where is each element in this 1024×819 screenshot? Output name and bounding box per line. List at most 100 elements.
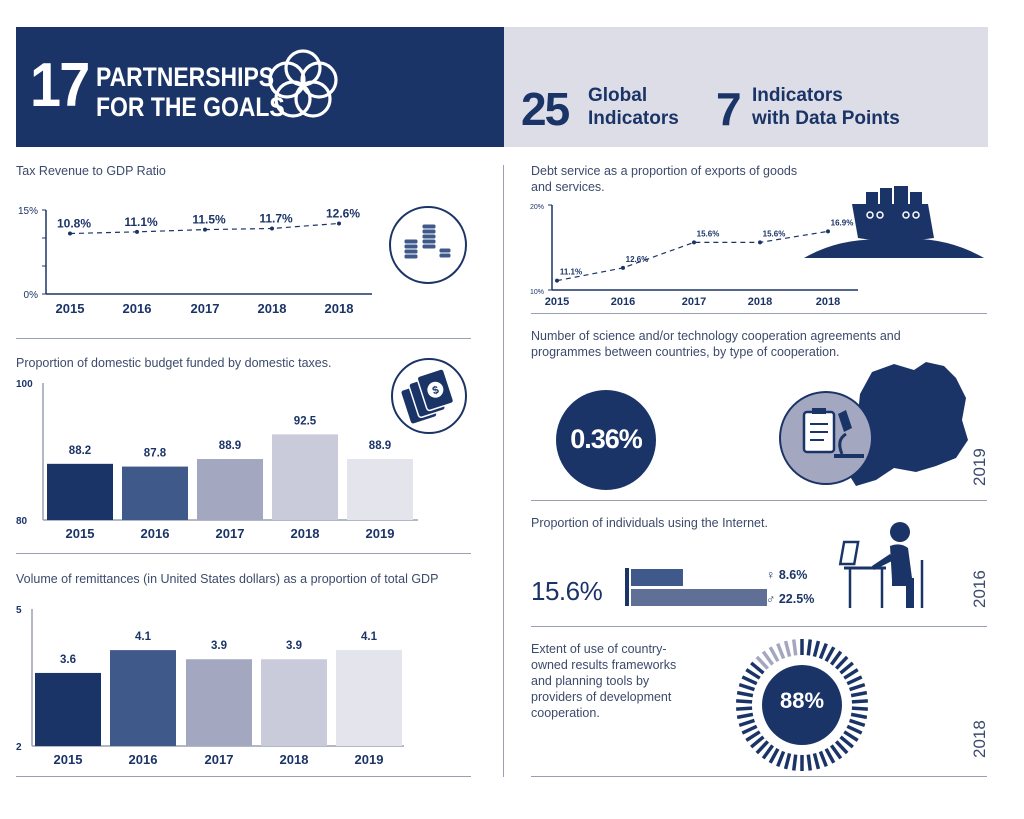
dial-tick: [776, 642, 786, 660]
female-bar: [631, 569, 683, 586]
x-tick-label: 2017: [191, 301, 220, 316]
dial-tick: [839, 735, 854, 749]
science-value: 0.36%: [570, 424, 643, 454]
dial-tick: [824, 747, 836, 764]
goal-title-line1: PARTNERSHIPS: [96, 62, 275, 92]
data-label: 11.1%: [124, 215, 158, 229]
bar: [336, 650, 402, 746]
bar-value-label: 3.9: [211, 640, 227, 652]
y-tick-label: 80: [16, 516, 28, 527]
data-label: 15.6%: [697, 229, 720, 238]
x-tick-label: 2019: [366, 526, 395, 541]
y-tick-label: 20%: [530, 204, 544, 211]
x-tick-label: 2018: [280, 752, 309, 767]
bar: [347, 459, 413, 520]
dial-tick: [768, 747, 780, 764]
dial-tick: [850, 712, 868, 720]
internet-title: Proportion of individuals using the Inte…: [531, 516, 768, 530]
x-tick-label: 2016: [123, 301, 152, 316]
dial-tick: [776, 750, 786, 768]
bar: [122, 466, 188, 520]
data-label: 11.5%: [192, 213, 226, 227]
uganda-map-icon: [779, 362, 968, 486]
data-label: 12.6%: [626, 255, 649, 264]
dial-tick: [834, 740, 849, 755]
x-tick-label: 2018: [816, 296, 840, 308]
debt-chart-title: Debt service as a proportion of exports …: [531, 164, 798, 194]
bar-value-label: 4.1: [135, 631, 152, 643]
x-tick-label: 2018: [291, 526, 320, 541]
data-label: 16.9%: [831, 218, 854, 227]
x-tick-label: 2019: [355, 752, 384, 767]
dial-tick: [791, 639, 798, 656]
data-point: [758, 240, 762, 245]
dial-tick: [738, 718, 755, 728]
data-indicators-label: Indicators with Data Points: [752, 85, 900, 129]
data-label: 15.6%: [763, 229, 786, 238]
dial-tick: [812, 752, 821, 770]
data-label: 11.1%: [560, 268, 582, 277]
frameworks-year: 2018: [970, 720, 989, 758]
divider-6: [531, 626, 987, 627]
dial-tick: [755, 740, 770, 755]
coins-icon: [389, 206, 467, 284]
dial-tick: [750, 735, 765, 749]
dial-tick: [824, 646, 836, 663]
bar: [261, 659, 327, 746]
x-tick-label: 2018: [748, 296, 772, 308]
svg-text:$: $: [431, 384, 441, 397]
y-tick-label: 2: [16, 742, 22, 753]
dial-tick: [741, 724, 758, 735]
data-point: [135, 229, 139, 234]
dial-tick: [849, 682, 866, 692]
dial-tick: [736, 712, 754, 720]
data-point: [270, 226, 274, 231]
dial-tick: [783, 640, 792, 658]
science-title: Number of science and/or technology coop…: [531, 329, 901, 359]
male-bar: [631, 589, 767, 606]
y-tick-label: 15%: [18, 206, 38, 217]
dial-tick: [846, 724, 863, 735]
data-indicators-count: 7: [716, 83, 742, 135]
x-tick-label: 2017: [205, 752, 234, 767]
bar: [272, 434, 338, 520]
data-point: [68, 231, 72, 236]
x-tick-label: 2018: [325, 301, 354, 316]
dial-tick: [839, 661, 854, 675]
dial-tick: [738, 682, 755, 692]
bar: [35, 672, 101, 746]
data-label: 12.6%: [326, 206, 360, 220]
header-left-panel: [16, 27, 504, 147]
data-label: 11.7%: [259, 211, 293, 225]
global-indicators-label: Global Indicators: [588, 85, 679, 129]
internet-total: 15.6%: [531, 576, 603, 606]
bar: [47, 463, 113, 520]
dial-center: [762, 665, 842, 745]
bar-value-label: 92.5: [294, 415, 317, 427]
science-value-circle: [556, 390, 656, 490]
dial-tick: [736, 706, 753, 711]
dial-tick: [755, 655, 770, 670]
money-icon: $: [391, 358, 467, 434]
data-point: [555, 278, 559, 283]
dial-tick: [768, 646, 780, 663]
bar-value-label: 3.9: [286, 640, 302, 652]
y-tick-label: 5: [16, 605, 22, 616]
female-icon: ♀: [766, 568, 776, 582]
dial-tick: [736, 690, 754, 698]
bar-baseline: [625, 568, 629, 606]
x-tick-label: 2015: [66, 526, 95, 541]
divider-3: [16, 776, 471, 777]
dial-tick: [806, 639, 813, 656]
x-tick-label: 2016: [611, 296, 635, 308]
x-tick-label: 2018: [258, 301, 287, 316]
bar: [186, 659, 252, 746]
goal-number: 17: [30, 51, 90, 120]
dial-tick: [829, 744, 843, 760]
frameworks-title: Extent of use of country- owned results …: [531, 642, 677, 720]
dial-tick: [843, 730, 859, 742]
budget-chart-title: Proportion of domestic budget funded by …: [16, 356, 332, 370]
data-point: [337, 221, 341, 226]
bar: [197, 459, 263, 520]
